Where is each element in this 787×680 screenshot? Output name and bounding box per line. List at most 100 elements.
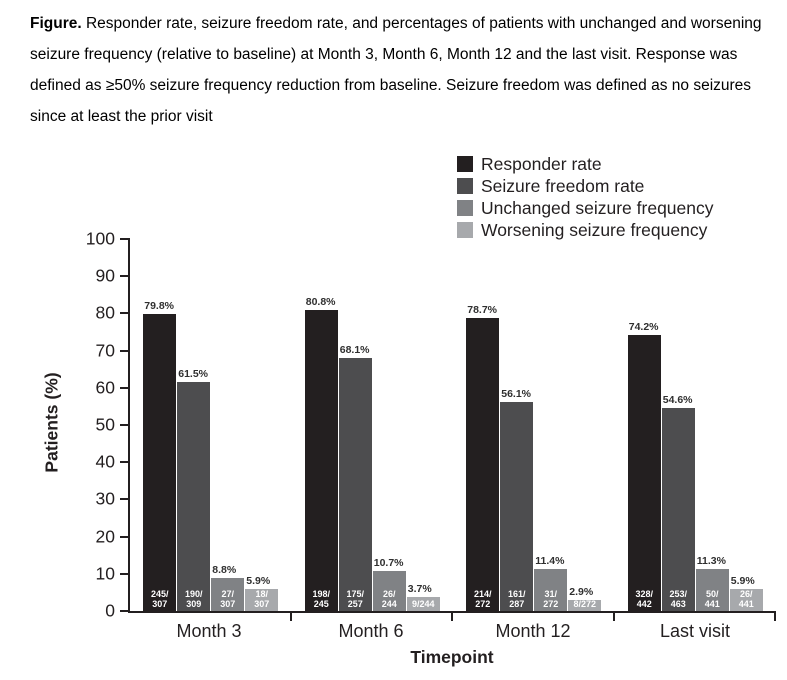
- bar-value-label: 11.3%: [696, 554, 726, 567]
- y-axis-tick: [120, 535, 130, 538]
- bar-value-label: 54.6%: [662, 393, 693, 406]
- y-axis-tick-label: 40: [95, 451, 115, 472]
- y-axis-tick: [120, 386, 130, 389]
- y-axis-tick-label: 50: [95, 414, 115, 435]
- bar-value-label: 68.1%: [339, 343, 370, 356]
- bar-value-label: 56.1%: [501, 388, 532, 401]
- bar-fraction-label: 161/ 287: [507, 589, 526, 609]
- figure-caption: Figure. Responder rate, seizure freedom …: [30, 8, 777, 132]
- bar-fraction-label: 31/ 272: [543, 589, 559, 609]
- bar-value-label: 10.7%: [373, 557, 404, 570]
- x-tick-label: Month 3: [176, 621, 242, 641]
- bar-fraction-label: 190/ 309: [184, 589, 203, 609]
- y-axis-tick-label: 90: [95, 265, 115, 286]
- bar-groups: 79.8% 245/ 307 61.5% 190/ 309 8.8% 27/ 307 5.9…: [130, 239, 776, 611]
- legend-item: Responder rate: [457, 153, 714, 175]
- x-tick-label: Month 12: [495, 621, 571, 641]
- bar-value-label: 79.8%: [144, 300, 175, 313]
- bar-fraction-label: 214/ 272: [473, 589, 492, 609]
- figure-label: Figure.: [30, 15, 82, 32]
- bar: 68.1% 175/ 257: [338, 344, 372, 611]
- legend-item: Worsening seizure frequency: [457, 219, 714, 241]
- bar-fraction-label: 245/ 307: [150, 589, 169, 609]
- y-axis-tick: [120, 312, 130, 315]
- x-axis-tick: [289, 611, 292, 621]
- bar: 11.4% 31/ 272: [534, 555, 568, 611]
- bar: 79.8% 245/ 307: [143, 300, 177, 611]
- bar-value-label: 2.9%: [569, 586, 594, 599]
- bar: 61.5% 190/ 309: [177, 368, 211, 611]
- bar-group: 74.2% 328/ 442 54.6% 253/ 463 11.3% 50/ 441 5.…: [615, 239, 777, 611]
- y-axis-tick: [120, 498, 130, 501]
- bar-value-label: 8.8%: [212, 564, 237, 577]
- bar-fraction-label: 26/ 244: [381, 589, 397, 609]
- y-axis-tick-label: 10: [95, 563, 115, 584]
- bar: 56.1% 161/ 287: [500, 388, 534, 611]
- bar: 5.9% 26/ 441: [729, 575, 763, 611]
- y-axis-title: Patients (%): [41, 372, 62, 473]
- legend-item-label: Seizure freedom rate: [481, 175, 645, 196]
- y-axis-tick: [120, 610, 130, 612]
- bar-fraction-label: 175/ 257: [346, 589, 365, 609]
- bar: 74.2% 328/ 442: [627, 321, 661, 611]
- x-axis-title: Timepoint: [410, 647, 494, 667]
- legend-item: Seizure freedom rate: [457, 175, 714, 197]
- bar-value-label: 3.7%: [407, 583, 432, 596]
- bar-value-label: 5.9%: [730, 575, 755, 588]
- y-axis-tick-label: 100: [85, 228, 115, 249]
- bar: 54.6% 253/ 463: [661, 394, 695, 611]
- bar-fraction-label: 26/ 441: [738, 589, 754, 609]
- y-axis-tick: [120, 461, 130, 464]
- figure-caption-text: Responder rate, seizure freedom rate, an…: [30, 15, 762, 125]
- bar-value-label: 11.4%: [535, 554, 565, 567]
- y-axis-tick-label: 60: [95, 377, 115, 398]
- y-axis-tick-label: 70: [95, 340, 115, 361]
- bar-fraction-label: 253/ 463: [669, 589, 688, 609]
- bar-fraction-label: 198/ 245: [312, 589, 331, 609]
- bar-group: 78.7% 214/ 272 56.1% 161/ 287 11.4% 31/ 272 2.…: [453, 239, 615, 611]
- bar-fraction-label: 328/ 442: [635, 589, 654, 609]
- bar: 2.9% 8/272: [568, 586, 602, 611]
- x-axis: Month 3 Month 6 Month 12 Last visit: [128, 621, 776, 642]
- y-axis-tick: [120, 572, 130, 575]
- x-axis-tick: [612, 611, 615, 621]
- y-axis-tick-label: 0: [105, 600, 115, 621]
- legend-swatch: [457, 222, 473, 238]
- plot-area: 0 10 20 30 40 50 60 70 80 90 100 79.8% 245/ 307 61.5%…: [86, 229, 776, 621]
- y-axis-tick: [120, 238, 130, 240]
- y-axis-tick-label: 20: [95, 526, 115, 547]
- bar-fraction-label: 50/ 441: [704, 589, 720, 609]
- bar-fraction-label: 27/ 307: [220, 589, 236, 609]
- legend-item-label: Worsening seizure frequency: [481, 219, 708, 240]
- bar: 11.3% 50/ 441: [695, 555, 729, 611]
- bar-group: 79.8% 245/ 307 61.5% 190/ 309 8.8% 27/ 307 5.9…: [130, 239, 292, 611]
- bar-fraction-label: 8/272: [573, 598, 597, 609]
- x-axis-tick: [774, 611, 776, 621]
- bar: 10.7% 26/ 244: [372, 557, 406, 611]
- legend-item-label: Responder rate: [481, 153, 602, 174]
- chart-legend: Responder rate Seizure freedom rate Unchan…: [457, 153, 714, 241]
- bar: 3.7% 9/244: [406, 583, 440, 611]
- legend-swatch: [457, 200, 473, 216]
- bar-group: 80.8% 198/ 245 68.1% 175/ 257 10.7% 26/ 244 3.…: [292, 239, 454, 611]
- bar: 78.7% 214/ 272: [466, 304, 500, 611]
- y-axis-tick: [120, 275, 130, 278]
- x-tick-label: Month 6: [338, 621, 404, 641]
- bar: 8.8% 27/ 307: [211, 564, 245, 611]
- legend-swatch: [457, 156, 473, 172]
- bar-value-label: 61.5%: [178, 368, 209, 381]
- y-axis-tick-label: 30: [95, 488, 115, 509]
- bar-value-label: 5.9%: [246, 575, 271, 588]
- y-axis-tick: [120, 349, 130, 352]
- y-axis-tick-label: 80: [95, 302, 115, 323]
- bar: 5.9% 18/ 307: [245, 575, 279, 611]
- legend-swatch: [457, 178, 473, 194]
- legend-item-label: Unchanged seizure frequency: [481, 197, 714, 218]
- bar-fraction-label: 9/244: [411, 598, 435, 609]
- x-tick-label: Last visit: [659, 621, 731, 641]
- bar: 80.8% 198/ 245: [304, 296, 338, 611]
- bar-fraction-label: 18/ 307: [254, 589, 270, 609]
- bar-value-label: 78.7%: [467, 304, 498, 317]
- y-axis-tick: [120, 424, 130, 426]
